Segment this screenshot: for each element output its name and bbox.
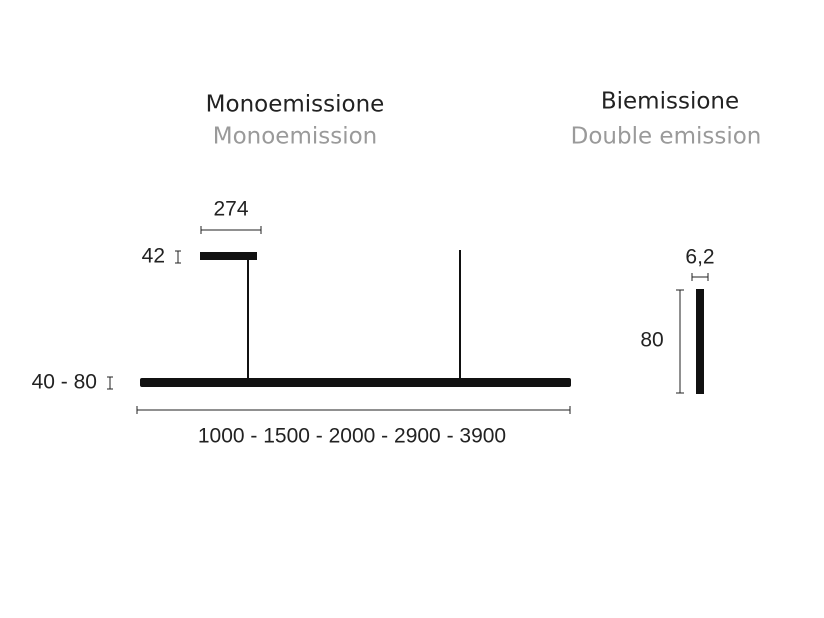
- bar-height-label: 40 - 80: [32, 371, 97, 394]
- lengths-label: 1000 - 1500 - 2000 - 2900 - 3900: [198, 425, 506, 448]
- profile-height-dimension: [676, 289, 684, 394]
- canopy-width-label: 274: [213, 198, 248, 221]
- profile-width-dimension: [691, 273, 709, 281]
- length-dimension: [136, 406, 571, 414]
- profile-section: [696, 289, 704, 394]
- canopy-height-marker: [175, 250, 181, 264]
- profile-height-label: 80: [640, 329, 663, 352]
- right-subtitle: Double emission: [571, 124, 762, 150]
- right-title: Biemissione: [601, 89, 739, 115]
- lamp-bar: [140, 378, 571, 387]
- profile-width-label: 6,2: [685, 246, 714, 269]
- canopy-height-label: 42: [142, 245, 165, 268]
- canopy-width-dimension: [200, 226, 262, 234]
- left-title: Monoemissione: [206, 92, 385, 118]
- left-subtitle: Monoemission: [213, 124, 378, 150]
- bar-height-marker: [107, 376, 113, 390]
- canopy: [200, 252, 257, 260]
